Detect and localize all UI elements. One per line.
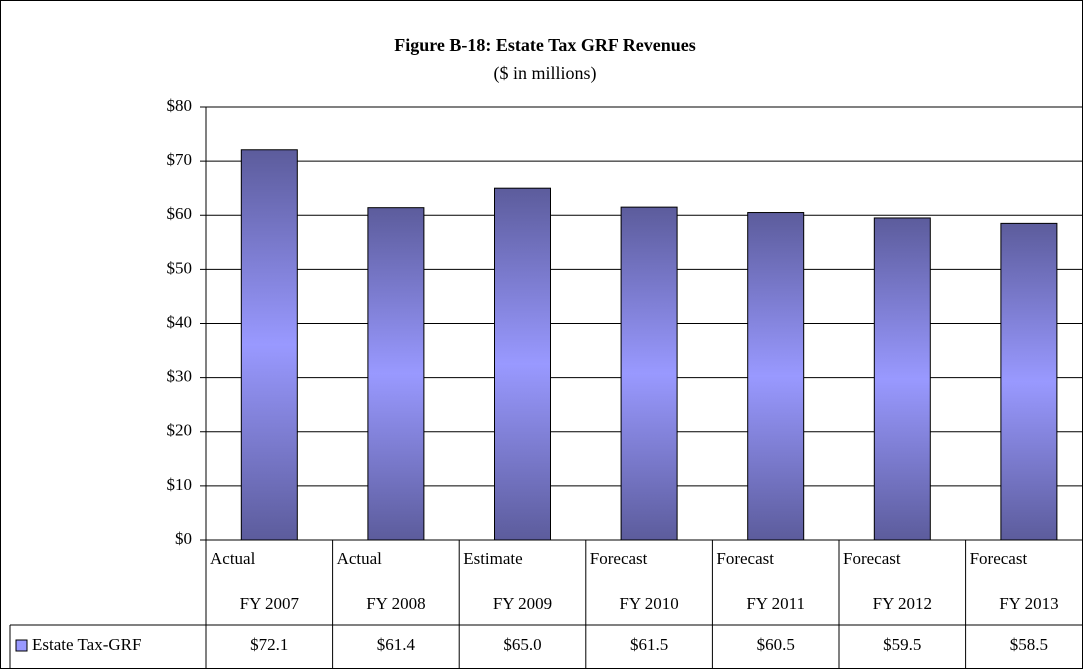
x-tick-label: FY 2009 bbox=[493, 594, 552, 613]
value-label: $65.0 bbox=[503, 635, 541, 654]
value-label: $59.5 bbox=[883, 635, 921, 654]
y-tick-label: $70 bbox=[167, 150, 193, 169]
legend-label: Estate Tax-GRF bbox=[32, 635, 141, 654]
x-tick-label: Forecast bbox=[590, 549, 648, 568]
value-label: $60.5 bbox=[757, 635, 795, 654]
bar bbox=[873, 217, 931, 541]
x-tick-label: FY 2007 bbox=[240, 594, 300, 613]
y-tick-label: $0 bbox=[175, 529, 192, 548]
legend-marker bbox=[15, 639, 28, 652]
y-tick-label: $60 bbox=[167, 204, 193, 223]
x-tick-label: FY 2010 bbox=[619, 594, 678, 613]
x-tick-label: Forecast bbox=[843, 549, 901, 568]
x-tick-label: FY 2013 bbox=[999, 594, 1058, 613]
bar bbox=[747, 212, 805, 541]
y-tick-label: $30 bbox=[167, 367, 193, 386]
chart-title: Figure B-18: Estate Tax GRF Revenues bbox=[394, 35, 696, 55]
x-tick-label: FY 2012 bbox=[873, 594, 932, 613]
y-tick-label: $50 bbox=[167, 258, 193, 277]
chart-subtitle: ($ in millions) bbox=[494, 63, 597, 84]
bar bbox=[494, 187, 551, 541]
bar bbox=[240, 149, 298, 541]
x-tick-label: Forecast bbox=[716, 549, 774, 568]
x-tick-label: FY 2008 bbox=[366, 594, 425, 613]
value-label: $72.1 bbox=[250, 635, 288, 654]
bar bbox=[367, 207, 425, 541]
x-tick-label: Actual bbox=[337, 549, 383, 568]
x-tick-label: Forecast bbox=[970, 549, 1028, 568]
y-tick-label: $40 bbox=[167, 312, 193, 331]
y-tick-label: $10 bbox=[167, 475, 193, 494]
x-tick-label: FY 2011 bbox=[746, 594, 805, 613]
value-label: $58.5 bbox=[1010, 635, 1048, 654]
value-label: $61.5 bbox=[630, 635, 668, 654]
bar bbox=[1000, 222, 1058, 541]
bar bbox=[620, 206, 678, 541]
x-tick-label: Actual bbox=[210, 549, 256, 568]
value-label: $61.4 bbox=[377, 635, 416, 654]
x-tick-label: Estimate bbox=[463, 549, 522, 568]
y-tick-label: $20 bbox=[167, 421, 193, 440]
y-tick-label: $80 bbox=[167, 96, 193, 115]
